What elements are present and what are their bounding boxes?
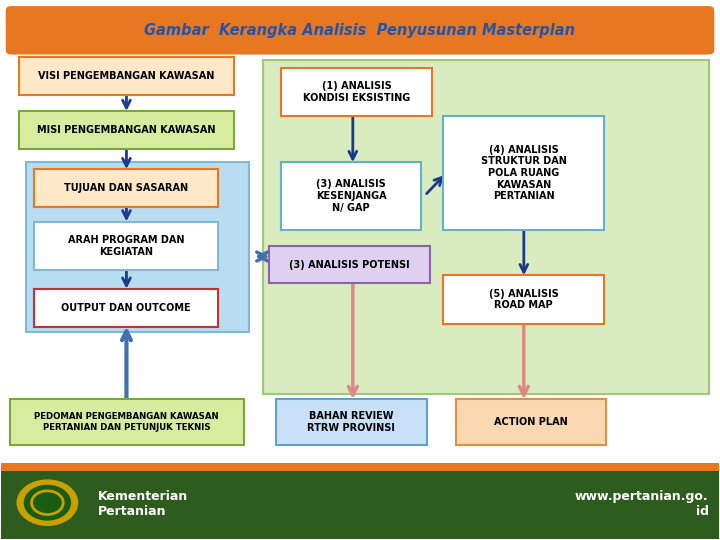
- Text: (3) ANALISIS POTENSI: (3) ANALISIS POTENSI: [289, 260, 410, 269]
- FancyBboxPatch shape: [269, 246, 431, 284]
- FancyBboxPatch shape: [6, 6, 714, 55]
- Text: www.pertanian.go.
id: www.pertanian.go. id: [575, 490, 708, 518]
- FancyBboxPatch shape: [26, 163, 248, 332]
- FancyBboxPatch shape: [443, 275, 604, 324]
- FancyBboxPatch shape: [10, 399, 243, 445]
- FancyBboxPatch shape: [443, 117, 604, 230]
- FancyBboxPatch shape: [19, 57, 234, 95]
- Text: (3) ANALISIS
KESENJANGA
N/ GAP: (3) ANALISIS KESENJANGA N/ GAP: [315, 179, 387, 213]
- FancyBboxPatch shape: [35, 221, 217, 270]
- FancyBboxPatch shape: [1, 463, 719, 471]
- Text: MISI PENGEMBANGAN KAWASAN: MISI PENGEMBANGAN KAWASAN: [37, 125, 216, 135]
- FancyBboxPatch shape: [281, 68, 432, 117]
- Text: (4) ANALISIS
STRUKTUR DAN
POLA RUANG
KAWASAN
PERTANIAN: (4) ANALISIS STRUKTUR DAN POLA RUANG KAW…: [480, 145, 567, 201]
- FancyBboxPatch shape: [1, 469, 719, 539]
- Text: ARAH PROGRAM DAN
KEGIATAN: ARAH PROGRAM DAN KEGIATAN: [68, 235, 184, 256]
- Text: (5) ANALISIS
ROAD MAP: (5) ANALISIS ROAD MAP: [489, 289, 558, 310]
- Text: VISI PENGEMBANGAN KAWASAN: VISI PENGEMBANGAN KAWASAN: [38, 71, 215, 81]
- FancyBboxPatch shape: [19, 111, 234, 149]
- Text: Kementerian
Pertanian: Kementerian Pertanian: [98, 490, 188, 518]
- FancyBboxPatch shape: [276, 399, 427, 445]
- Text: ACTION PLAN: ACTION PLAN: [494, 417, 568, 427]
- FancyBboxPatch shape: [35, 289, 217, 327]
- FancyBboxPatch shape: [263, 60, 708, 394]
- Text: OUTPUT DAN OUTCOME: OUTPUT DAN OUTCOME: [61, 303, 191, 313]
- Circle shape: [24, 485, 71, 520]
- Text: BAHAN REVIEW
RTRW PROVINSI: BAHAN REVIEW RTRW PROVINSI: [307, 411, 395, 433]
- Text: TUJUAN DAN SASARAN: TUJUAN DAN SASARAN: [64, 183, 188, 193]
- Text: Gambar  Kerangka Analisis  Penyusunan Masterplan: Gambar Kerangka Analisis Penyusunan Mast…: [145, 23, 575, 38]
- FancyBboxPatch shape: [456, 399, 606, 445]
- FancyBboxPatch shape: [281, 163, 421, 230]
- Circle shape: [17, 480, 78, 525]
- Text: (1) ANALISIS
KONDISI EKSISTING: (1) ANALISIS KONDISI EKSISTING: [303, 82, 410, 103]
- FancyBboxPatch shape: [35, 169, 217, 207]
- Text: PEDOMAN PENGEMBANGAN KAWASAN
PERTANIAN DAN PETUNJUK TEKNIS: PEDOMAN PENGEMBANGAN KAWASAN PERTANIAN D…: [35, 413, 219, 432]
